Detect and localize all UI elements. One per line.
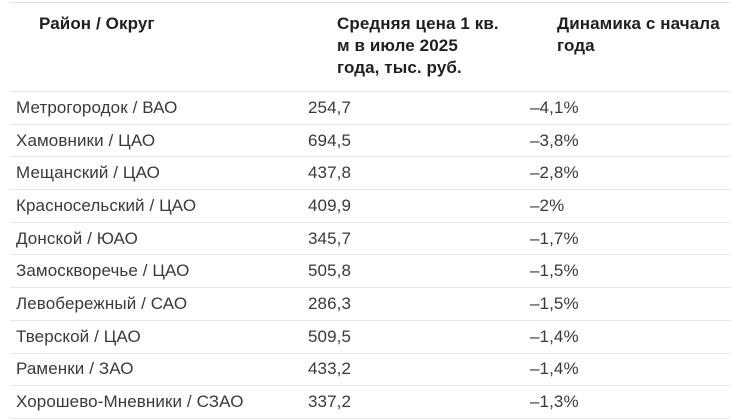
district-cell: Красносельский / ЦАО [16,195,197,215]
change-cell: –1,5% [530,293,579,313]
price-cell: 254,7 [308,97,352,117]
table-row: Красносельский / ЦАО 409,9 –2% [10,190,730,223]
price-cell: 509,5 [308,326,352,346]
header-district: Район / Округ [39,14,155,33]
table-header-row: Район / Округ Средняя цена 1 кв. м в июл… [10,3,730,92]
price-cell: 433,2 [308,359,352,379]
price-cell: 694,5 [308,130,352,150]
change-cell: –2% [530,195,565,215]
table-row: Тверской / ЦАО 509,5 –1,4% [10,321,730,354]
change-cell: –1,4% [530,326,579,346]
change-cell: –4,1% [530,97,579,117]
district-cell: Хамовники / ЦАО [16,130,156,150]
price-cell: 437,8 [308,163,352,183]
table-row: Метрогородок / ВАО 254,7 –4,1% [10,92,730,125]
table-row: Донской / ЮАО 345,7 –1,7% [10,223,730,256]
table-row: Раменки / ЗАО 433,2 –1,4% [10,354,730,387]
district-cell: Левобережный / САО [16,293,188,313]
change-cell: –1,5% [530,261,579,281]
district-cell: Мещанский / ЦАО [16,163,160,183]
header-avg-price: Средняя цена 1 кв. м в июле 2025 года, т… [337,14,499,77]
header-dynamics: Динамика с начала года [557,14,720,55]
change-cell: –1,4% [530,359,579,379]
change-cell: –1,7% [530,228,579,248]
change-cell: –3,8% [530,130,579,150]
price-cell: 505,8 [308,261,352,281]
table-row: Левобережный / САО 286,3 –1,5% [10,288,730,321]
district-cell: Метрогородок / ВАО [16,97,178,117]
change-cell: –1,3% [530,392,579,412]
price-cell: 286,3 [308,293,352,313]
district-cell: Раменки / ЗАО [16,359,134,379]
district-cell: Хорошево-Мневники / СЗАО [16,392,244,412]
table-row: Мещанский / ЦАО 437,8 –2,8% [10,157,730,191]
price-cell: 337,2 [308,392,352,412]
districts-price-table: Район / Округ Средняя цена 1 кв. м в июл… [10,2,730,419]
district-cell: Замоскворечье / ЦАО [16,261,190,281]
district-cell: Тверской / ЦАО [16,326,141,346]
table-row: Хорошево-Мневники / СЗАО 337,2 –1,3% [10,386,730,419]
district-cell: Донской / ЮАО [16,228,138,248]
table-row: Замоскворечье / ЦАО 505,8 –1,5% [10,255,730,289]
table-row: Хамовники / ЦАО 694,5 –3,8% [10,125,730,158]
price-cell: 409,9 [308,195,352,215]
price-cell: 345,7 [308,228,352,248]
change-cell: –2,8% [530,163,579,183]
